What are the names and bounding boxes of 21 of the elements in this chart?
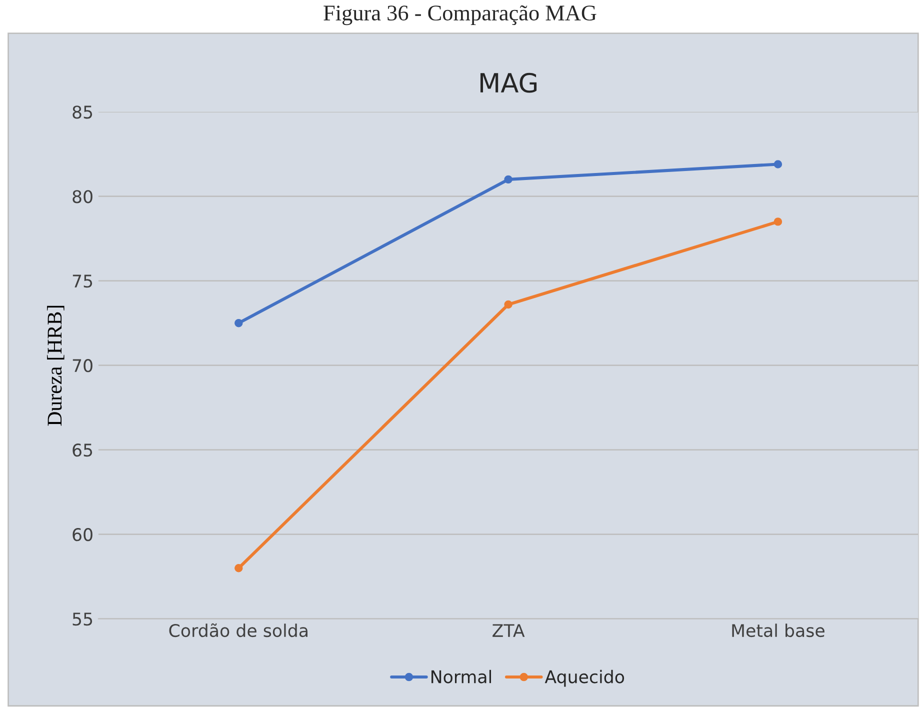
text: Figura 36 - Comparação MAG xyxy=(324,5,596,26)
y-tick-label: 80 xyxy=(72,190,92,204)
chart-title: MAG xyxy=(480,72,537,93)
y-tick-label: 75 xyxy=(72,274,92,288)
y-tick-label: 60 xyxy=(72,528,92,542)
point xyxy=(234,318,243,328)
legend-label: Aquecido xyxy=(544,670,624,687)
y-tick-label: 70 xyxy=(72,359,92,372)
point xyxy=(234,564,243,572)
x-tick-label: Metal base xyxy=(732,624,824,638)
y-tick-label: 65 xyxy=(72,444,92,457)
point xyxy=(504,175,512,184)
point xyxy=(774,160,782,168)
legend-label: Normal xyxy=(432,670,491,684)
point xyxy=(504,300,512,309)
x-tick-label: Cordão de solda xyxy=(169,623,308,638)
y-tick-label: 85 xyxy=(72,106,92,119)
point xyxy=(774,218,782,226)
y-tick-label: 55 xyxy=(72,612,92,626)
y-axis-title: Dureza [HRB] xyxy=(47,306,64,426)
x-tick-label: ZTA xyxy=(492,624,525,637)
